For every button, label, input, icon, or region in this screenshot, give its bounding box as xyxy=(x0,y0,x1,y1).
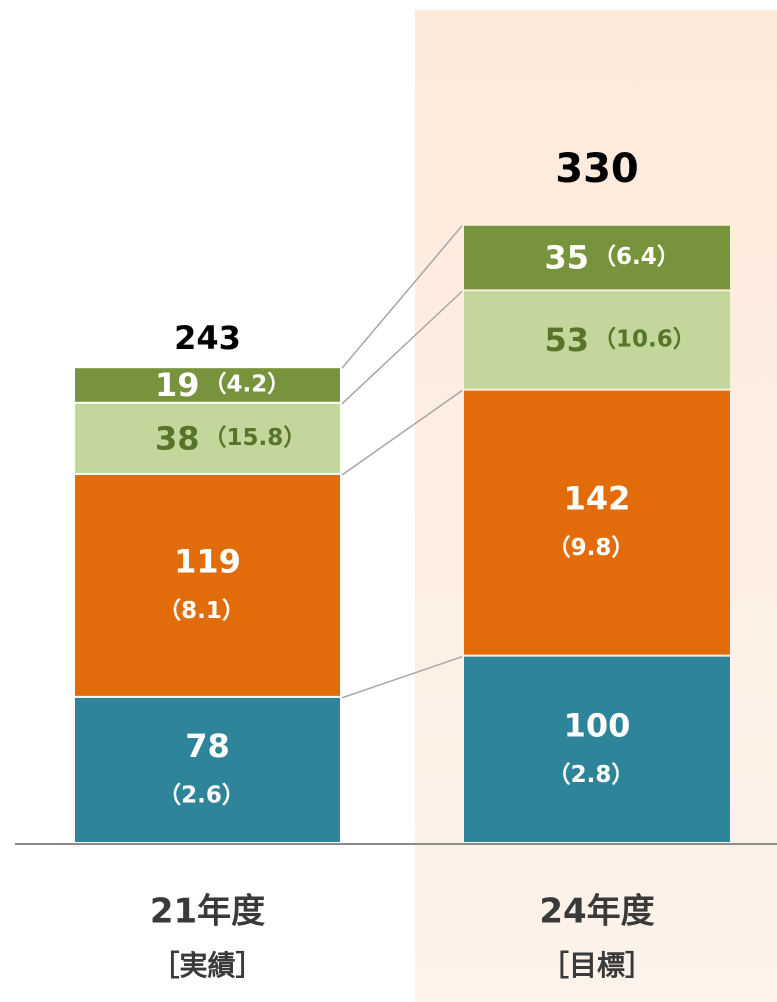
connector-line xyxy=(341,225,463,369)
bar-segment xyxy=(75,403,340,473)
x-tick-sublabel: ［実績］ xyxy=(151,949,263,982)
value-label: 38 xyxy=(155,419,200,457)
value-label: 35 xyxy=(544,239,589,277)
total-label: 243 xyxy=(174,319,241,357)
value-label: 100 xyxy=(564,706,631,744)
connector-line xyxy=(341,390,463,476)
bar-segment xyxy=(464,656,730,842)
value-label: 53 xyxy=(544,321,589,359)
bar-segment xyxy=(75,368,340,402)
total-label: 330 xyxy=(555,146,639,192)
sub-value-label: （2.8） xyxy=(548,761,635,788)
value-label: 119 xyxy=(174,542,241,580)
value-label: 78 xyxy=(185,727,230,765)
sub-value-label: （4.2） xyxy=(204,370,291,397)
x-tick-label: 21年度 xyxy=(150,892,265,932)
sub-value-label: （9.8） xyxy=(548,534,635,561)
value-label: 142 xyxy=(564,480,631,518)
x-tick-sublabel: ［目標］ xyxy=(541,949,653,982)
sub-value-label: （10.6） xyxy=(593,326,696,353)
bar-segment xyxy=(75,474,340,696)
sub-value-label: （8.1） xyxy=(158,597,245,624)
bar-segment xyxy=(464,390,730,655)
connector-line xyxy=(341,655,463,699)
bar-segment xyxy=(464,291,730,389)
bar-segment xyxy=(464,225,730,290)
sub-value-label: （15.8） xyxy=(204,424,307,451)
sub-value-label: （2.6） xyxy=(158,781,245,808)
x-tick-label: 24年度 xyxy=(539,892,654,932)
connector-line xyxy=(341,290,463,405)
value-label: 19 xyxy=(155,366,200,404)
bar-segment xyxy=(75,697,340,842)
sub-value-label: （6.4） xyxy=(593,243,680,270)
